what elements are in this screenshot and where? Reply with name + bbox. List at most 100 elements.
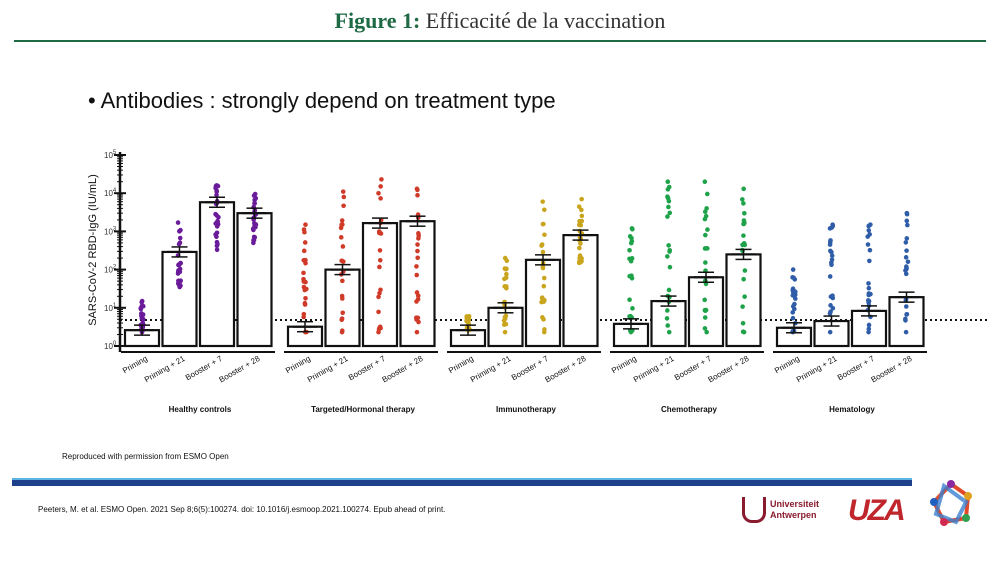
y-tick-label: 105 <box>104 150 117 160</box>
data-point <box>377 257 383 263</box>
data-point <box>741 276 746 282</box>
data-point <box>867 232 872 237</box>
data-point <box>178 260 184 266</box>
data-point <box>702 315 708 320</box>
data-point <box>579 196 584 202</box>
data-point <box>504 271 509 277</box>
title-prefix: Figure 1: <box>334 8 421 33</box>
data-point <box>866 285 872 291</box>
data-point <box>665 194 670 199</box>
title-divider <box>14 40 986 42</box>
data-point <box>703 307 709 313</box>
data-point <box>176 241 182 247</box>
x-tick-label: Priming + 21 <box>469 354 513 385</box>
data-point <box>339 293 345 299</box>
data-point <box>667 264 673 270</box>
data-point <box>827 242 833 247</box>
data-point <box>504 258 510 263</box>
bar <box>236 212 273 348</box>
data-point <box>577 253 583 258</box>
data-point <box>177 266 183 272</box>
data-point <box>665 308 670 313</box>
bar <box>562 234 599 348</box>
data-point <box>741 201 746 206</box>
x-tick-label: Booster + 28 <box>870 354 914 385</box>
data-point <box>665 187 671 192</box>
data-point <box>338 225 344 231</box>
data-point <box>414 290 420 295</box>
title-text: Efficacité de la vaccination <box>420 8 666 33</box>
logo-universiteit-antwerpen: Universiteit Antwerpen <box>742 497 819 523</box>
data-point <box>415 187 420 193</box>
group-label: Targeted/Hormonal therapy <box>311 405 415 414</box>
x-tick-label: Priming <box>284 354 312 375</box>
data-point <box>702 179 708 185</box>
data-point <box>416 319 421 325</box>
data-point <box>667 210 673 216</box>
data-point <box>303 260 308 266</box>
data-point <box>339 328 345 334</box>
data-point <box>829 257 835 263</box>
data-point <box>378 196 383 201</box>
data-point <box>703 213 709 219</box>
data-point <box>213 232 218 237</box>
data-point <box>905 259 911 265</box>
group-label: Hematology <box>829 405 875 414</box>
data-point <box>213 221 218 226</box>
data-point <box>303 222 308 227</box>
data-point <box>542 232 547 238</box>
data-point <box>414 272 420 278</box>
data-point <box>253 195 259 201</box>
x-tick-label: Priming + 21 <box>632 354 676 385</box>
data-point <box>301 248 307 254</box>
data-point <box>576 204 582 209</box>
data-point <box>175 220 181 225</box>
x-tick-label: Booster + 28 <box>707 354 751 385</box>
data-point <box>866 281 871 286</box>
data-point <box>341 194 347 200</box>
data-point <box>302 287 308 293</box>
x-tick-label: Priming <box>773 354 801 375</box>
data-point <box>666 243 671 248</box>
data-point <box>542 297 547 303</box>
x-tick-label: Priming + 21 <box>306 354 350 385</box>
data-point <box>740 242 745 248</box>
bullet-point: • Antibodies : strongly depend on treatm… <box>88 88 556 113</box>
data-point <box>502 329 508 335</box>
data-point <box>214 247 220 253</box>
ua-line-1: Universiteit <box>770 499 820 509</box>
x-tick-label: Booster + 28 <box>381 354 425 385</box>
uza-text: UZA <box>848 494 906 527</box>
data-point <box>667 249 672 254</box>
data-point <box>791 275 796 281</box>
data-point <box>629 235 634 241</box>
data-point <box>577 245 582 251</box>
data-point <box>830 293 835 299</box>
data-point <box>414 299 419 304</box>
data-point <box>340 310 346 316</box>
data-point <box>866 329 871 335</box>
data-point <box>540 199 546 204</box>
data-point <box>251 237 256 243</box>
data-point <box>790 315 796 321</box>
data-point <box>665 254 670 259</box>
data-point <box>827 311 833 316</box>
x-tick-label: Priming + 21 <box>143 354 187 385</box>
data-point <box>904 266 909 272</box>
data-point <box>540 265 546 271</box>
data-point <box>416 231 421 236</box>
data-point <box>541 317 546 322</box>
group-label: Immunotherapy <box>496 405 557 414</box>
data-point <box>140 320 146 326</box>
data-point <box>139 311 144 316</box>
data-point <box>703 260 708 265</box>
data-point <box>666 198 672 204</box>
data-point <box>705 191 710 197</box>
data-point <box>742 294 747 299</box>
y-tick-label: 103 <box>104 226 117 236</box>
data-point <box>628 240 634 246</box>
data-point <box>502 276 507 282</box>
data-point <box>666 204 671 210</box>
data-point <box>742 210 747 216</box>
